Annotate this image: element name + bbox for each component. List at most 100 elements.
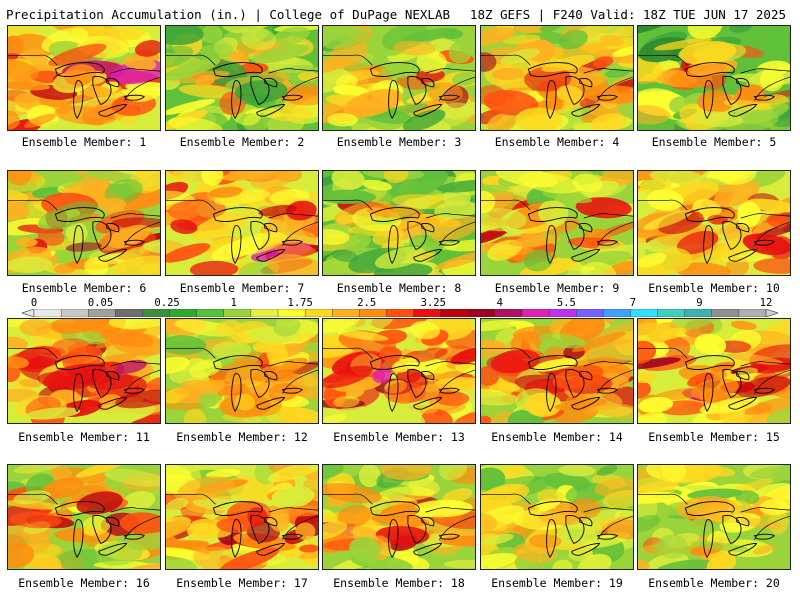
precip-contour xyxy=(323,413,348,423)
great-lakes-outline xyxy=(98,249,128,262)
precip-contour xyxy=(571,331,626,352)
precip-contour xyxy=(272,319,301,337)
precip-contour xyxy=(123,491,156,511)
precip-contour xyxy=(654,38,712,51)
precip-contour xyxy=(638,26,673,36)
precip-contour xyxy=(442,488,473,504)
ensemble-member-label: Ensemble Member: 11 xyxy=(18,430,150,444)
great-lakes-outline xyxy=(98,397,128,410)
ensemble-member-label: Ensemble Member: 6 xyxy=(21,281,147,295)
precip-contour xyxy=(349,536,381,562)
precip-contour xyxy=(13,465,62,474)
precip-contour xyxy=(638,492,681,504)
precip-contour xyxy=(670,319,719,331)
precip-contour xyxy=(491,67,524,81)
precip-contour xyxy=(54,105,117,125)
colorbar-swatch xyxy=(250,309,279,317)
ensemble-member-map xyxy=(165,318,319,424)
precip-contour xyxy=(638,412,668,423)
precip-contour xyxy=(675,262,732,275)
great-lakes-outline xyxy=(123,533,145,540)
precip-contour xyxy=(108,319,160,330)
precip-contour xyxy=(481,184,511,194)
political-borders xyxy=(638,54,790,101)
political-borders xyxy=(481,347,633,394)
great-lakes-outline xyxy=(413,249,443,262)
colorbar-tick-label: 2.5 xyxy=(357,297,377,309)
great-lakes-outline xyxy=(413,397,443,410)
precip-contour xyxy=(730,320,757,330)
great-lakes-outline xyxy=(703,225,714,265)
colorbar-tick-label: 4 xyxy=(496,297,503,309)
ensemble-member-label: Ensemble Member: 20 xyxy=(648,576,780,590)
precip-contour xyxy=(221,171,275,181)
precip-contour xyxy=(8,58,39,83)
precip-contour xyxy=(8,336,29,350)
great-lakes-outline xyxy=(546,225,557,265)
great-lakes-outline xyxy=(565,515,593,545)
ensemble-member-map xyxy=(165,25,319,131)
precip-contour xyxy=(601,171,633,187)
political-borders xyxy=(166,347,318,394)
colorbar-swatch xyxy=(332,309,360,317)
great-lakes-outline xyxy=(753,533,775,540)
precip-contour xyxy=(749,344,790,371)
colorbar-swatch xyxy=(196,309,225,317)
colorbar-max-arrow xyxy=(765,309,778,317)
precip-contour xyxy=(618,101,633,118)
precip-contour xyxy=(450,346,475,365)
colorbar-swatch xyxy=(548,309,577,317)
precip-contour xyxy=(402,109,446,130)
great-lakes-outline xyxy=(54,207,105,222)
precip-contour xyxy=(166,516,192,540)
colorbar-swatch xyxy=(60,309,89,317)
precip-contour xyxy=(662,336,691,360)
ensemble-member-label: Ensemble Member: 16 xyxy=(18,576,150,590)
ensemble-member-map xyxy=(480,170,634,276)
ensemble-member-label: Ensemble Member: 13 xyxy=(333,430,465,444)
precip-contour xyxy=(436,179,475,193)
precip-contour xyxy=(660,327,687,340)
ensemble-member-label: Ensemble Member: 9 xyxy=(494,281,620,295)
precip-contour xyxy=(552,559,573,569)
ensemble-member-label: Ensemble Member: 3 xyxy=(336,135,462,149)
precip-contour xyxy=(105,468,160,487)
precip-contour xyxy=(481,207,527,232)
great-lakes-outline xyxy=(73,373,84,413)
great-lakes-outline xyxy=(596,239,618,246)
precip-contour xyxy=(656,559,713,569)
great-lakes-outline xyxy=(438,387,460,394)
ensemble-member-label: Ensemble Member: 14 xyxy=(491,430,623,444)
great-lakes-outline xyxy=(369,501,420,516)
great-lakes-outline xyxy=(250,369,278,399)
precip-contour xyxy=(24,113,56,128)
precip-contour xyxy=(49,319,93,334)
ensemble-member-map xyxy=(637,318,791,424)
great-lakes-outline xyxy=(212,207,263,222)
precip-contour xyxy=(558,29,588,50)
colorbar-swatch xyxy=(657,309,686,317)
colorbar-swatch xyxy=(88,309,116,317)
colorbar-swatch xyxy=(576,309,604,317)
precip-contour xyxy=(295,522,316,540)
precip-contour xyxy=(125,407,160,423)
precip-contour xyxy=(78,85,113,98)
precip-contour xyxy=(8,189,29,202)
precip-contour xyxy=(323,365,373,389)
precip-contour xyxy=(81,515,111,537)
precip-contour xyxy=(481,26,516,47)
precip-contour xyxy=(134,40,160,57)
political-borders xyxy=(481,199,633,246)
precip-contour xyxy=(168,116,223,130)
great-lakes-outline xyxy=(123,387,145,394)
precip-contour xyxy=(729,26,753,33)
precip-contour xyxy=(609,26,633,38)
great-lakes-outline xyxy=(407,515,435,545)
ensemble-member-label: Ensemble Member: 10 xyxy=(648,281,780,295)
precip-contour xyxy=(509,235,562,247)
precip-contour xyxy=(740,517,783,530)
great-lakes-outline xyxy=(281,239,303,246)
precip-contour xyxy=(481,513,497,533)
precip-contour xyxy=(374,246,426,269)
ensemble-member-map xyxy=(7,464,161,570)
